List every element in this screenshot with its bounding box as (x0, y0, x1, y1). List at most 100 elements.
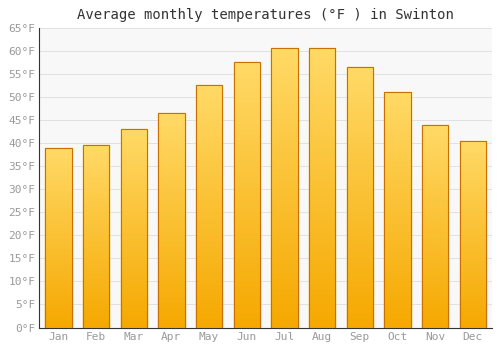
Bar (422, 224, 448, 226)
Bar (422, 240, 448, 242)
Bar (346, 127, 373, 130)
Bar (234, 62, 260, 65)
Bar (346, 189, 373, 192)
Bar (460, 156, 486, 158)
Bar (45, 173, 72, 175)
Bar (196, 279, 222, 281)
Bar (196, 209, 222, 211)
Bar (234, 234, 260, 237)
Bar (384, 254, 410, 257)
Bar (158, 212, 184, 214)
Bar (45, 263, 72, 265)
Bar (422, 188, 448, 189)
Bar (346, 96, 373, 98)
Bar (196, 110, 222, 112)
Bar (158, 265, 184, 267)
Bar (271, 96, 297, 99)
Bar (346, 135, 373, 137)
Bar (45, 282, 72, 284)
Bar (346, 117, 373, 119)
Bar (271, 160, 297, 163)
Bar (83, 227, 109, 229)
Bar (196, 100, 222, 102)
Bar (346, 176, 373, 179)
Bar (346, 229, 373, 231)
Bar (120, 292, 147, 294)
Bar (309, 146, 336, 149)
Bar (120, 129, 147, 328)
Bar (460, 215, 486, 217)
Bar (309, 121, 336, 124)
Bar (196, 194, 222, 197)
Bar (346, 216, 373, 218)
Bar (120, 290, 147, 292)
Bar (460, 174, 486, 176)
Bar (83, 202, 109, 204)
Bar (120, 242, 147, 244)
Bar (346, 291, 373, 294)
Bar (384, 160, 410, 163)
Bar (346, 197, 373, 200)
Bar (346, 132, 373, 135)
Bar (83, 320, 109, 322)
Bar (120, 312, 147, 314)
Bar (45, 151, 72, 153)
Bar (309, 272, 336, 274)
Bar (234, 139, 260, 142)
Bar (309, 224, 336, 227)
Bar (234, 214, 260, 216)
Bar (158, 246, 184, 248)
Bar (83, 273, 109, 275)
Bar (309, 71, 336, 74)
Bar (196, 153, 222, 155)
Bar (460, 257, 486, 258)
Bar (196, 221, 222, 223)
Bar (309, 210, 336, 213)
Bar (460, 247, 486, 249)
Bar (309, 107, 336, 110)
Bar (196, 136, 222, 139)
Bar (234, 245, 260, 248)
Bar (158, 235, 184, 237)
Bar (309, 222, 336, 224)
Bar (196, 122, 222, 124)
Bar (158, 147, 184, 149)
Bar (234, 243, 260, 245)
Bar (346, 145, 373, 148)
Bar (422, 257, 448, 259)
Bar (346, 140, 373, 142)
Bar (460, 210, 486, 212)
Bar (234, 158, 260, 160)
Bar (158, 276, 184, 278)
Bar (309, 202, 336, 205)
Bar (120, 157, 147, 159)
Bar (460, 186, 486, 187)
Bar (196, 197, 222, 199)
Bar (120, 179, 147, 181)
Bar (158, 124, 184, 126)
Bar (83, 198, 109, 200)
Bar (422, 179, 448, 181)
Bar (271, 143, 297, 146)
Bar (120, 320, 147, 322)
Bar (422, 196, 448, 198)
Bar (460, 298, 486, 300)
Bar (83, 302, 109, 304)
Bar (196, 262, 222, 265)
Bar (83, 180, 109, 182)
Bar (384, 203, 410, 205)
Bar (234, 89, 260, 91)
Bar (196, 223, 222, 226)
Bar (158, 289, 184, 291)
Bar (120, 274, 147, 276)
Bar (422, 248, 448, 250)
Bar (271, 322, 297, 325)
Bar (460, 178, 486, 180)
Bar (422, 236, 448, 238)
Bar (384, 201, 410, 203)
Bar (309, 166, 336, 168)
Bar (309, 185, 336, 188)
Bar (309, 194, 336, 196)
Bar (45, 212, 72, 214)
Bar (196, 187, 222, 189)
